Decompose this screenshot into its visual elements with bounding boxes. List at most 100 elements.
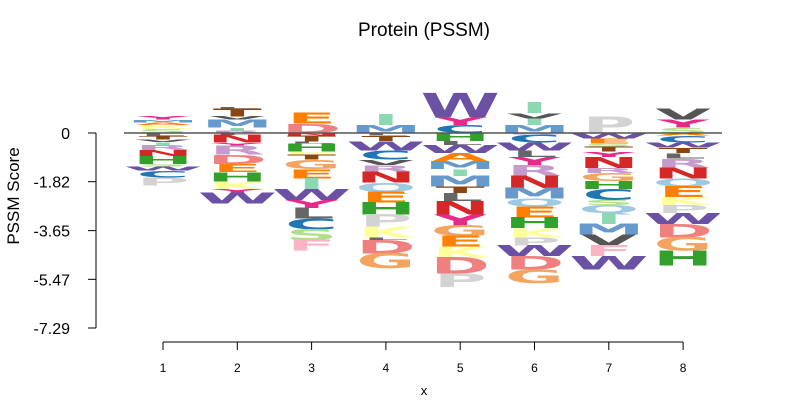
logo-letter-I: I [150, 141, 177, 145]
logo-letter-S: S [583, 199, 635, 207]
logo-letter-R: R [655, 156, 710, 171]
logo-letter-K: K [507, 226, 565, 241]
logo-letter-D: D [653, 221, 713, 242]
logo-letter-E: E [361, 189, 410, 206]
logo-letter-Y: Y [210, 189, 265, 194]
logo-letter-E: E [584, 137, 633, 145]
logo-letter-F: F [584, 243, 633, 260]
logo-letter-G: G [282, 157, 341, 172]
logo-letter-V: V [358, 158, 414, 166]
logo-letter-L: L [437, 140, 483, 146]
logo-letter-W: W [421, 87, 500, 125]
logo-letter-L: L [214, 132, 260, 135]
logo-letter-C: C [657, 134, 710, 145]
logo-letter-W: W [123, 166, 202, 172]
logo-letter-R: R [210, 143, 265, 158]
logo-letter-N: N [504, 173, 564, 192]
logo-letter-I: I [373, 112, 400, 129]
logo-letter-M: M [424, 173, 495, 190]
logo-letter-T: T [659, 146, 708, 154]
logo-letter-I: I [521, 100, 548, 117]
logo-letter-L: L [437, 191, 483, 204]
logo-letter-G: G [654, 234, 713, 255]
logo-letter-K: K [358, 224, 416, 241]
logo-letter-Y: Y [656, 118, 711, 131]
logo-letter-C: C [360, 148, 413, 163]
logo-letter-H: H [430, 131, 490, 144]
logo-letter-M: M [424, 159, 495, 172]
logo-letter-T: T [436, 185, 485, 196]
logo-letter-K: K [135, 124, 193, 130]
logo-letter-N: N [430, 198, 490, 219]
logo-letter-V: V [210, 116, 266, 121]
logo-letter-G: G [579, 171, 638, 184]
logo-letter-H: H [504, 215, 564, 232]
logo-letter-L: L [363, 132, 409, 136]
logo-letter-Y: Y [433, 115, 488, 128]
logo-letter-I: I [521, 117, 548, 128]
logo-letter-M: M [127, 119, 198, 123]
logo-letter-N: N [282, 132, 342, 136]
logo-letter-Y: Y [210, 142, 265, 146]
logo-letter-Y: Y [581, 150, 636, 158]
logo-letter-W: W [421, 143, 500, 156]
logo-letter-V: V [135, 139, 191, 143]
logo-letter-N: N [579, 154, 639, 171]
logo-letter-V: V [655, 106, 711, 123]
logo-letter-T: T [139, 135, 188, 140]
logo-letter-Y: Y [433, 212, 488, 229]
logo-letter-V: V [581, 232, 637, 249]
logo-letter-L: L [214, 107, 260, 109]
logo-letter-C: C [508, 132, 561, 145]
logo-letter-V: V [507, 112, 563, 120]
logo-letter-Y: Y [507, 155, 562, 168]
x-tick-label: 1 [160, 361, 167, 375]
logo-letter-R: R [135, 144, 190, 152]
logo-letter-T: T [361, 134, 410, 142]
logo-letter-T: T [213, 106, 262, 119]
x-axis: 1 2 3 4 5 6 7 8 [160, 341, 687, 375]
logo-letter-P: P [360, 212, 413, 231]
y-tick-label: -3.65 [34, 224, 71, 241]
logo-letter-W: W [198, 190, 277, 207]
logo-letter-N: N [356, 169, 416, 186]
x-tick-label: 6 [531, 361, 538, 375]
y-tick-label: -1.82 [34, 175, 71, 192]
logo-letter-E: E [510, 204, 559, 221]
logo-letter-K: K [432, 244, 490, 261]
logo-letter-L: L [512, 149, 558, 160]
logo-letter-E: E [436, 233, 485, 250]
logo-letter-E: E [213, 162, 262, 175]
logo-letter-N: N [207, 133, 267, 145]
logo-letter-W: W [495, 140, 574, 153]
logo-letter-L: L [140, 132, 186, 137]
logo-letter-S: S [137, 163, 189, 167]
logo-letter-I: I [224, 127, 251, 131]
logo-letter-W: W [272, 187, 351, 204]
logo-letters: SKAMYLTVIRNHSWCPRIMVTLLNYRDEHKYWDENTLHKT… [123, 87, 722, 292]
y-tick-label: -7.29 [34, 321, 71, 338]
y-tick-label: 0 [61, 126, 70, 143]
logo-letter-Q: Q [504, 196, 565, 209]
y-axis-label-group: PSSM Score [4, 147, 23, 244]
logo-letter-L: L [289, 141, 335, 144]
logo-letter-D: D [430, 253, 490, 279]
x-tick-label: 7 [605, 361, 612, 375]
logo-letter-C: C [137, 169, 190, 180]
logo-letter-L: L [363, 237, 409, 241]
logo-letter-W: W [346, 139, 425, 154]
logo-letter-I: I [298, 176, 325, 193]
logo-letter-I: I [595, 211, 622, 228]
logo-letter-L: L [660, 152, 706, 160]
logo-letter-P: P [434, 270, 487, 291]
logo-letter-K: K [209, 179, 268, 192]
x-tick-label: 2 [234, 361, 241, 375]
x-axis-label: x [421, 383, 428, 398]
logo-letter-G: G [356, 250, 415, 273]
logo-letter-G: G [431, 223, 490, 240]
logo-letter-L: L [289, 205, 335, 222]
logo-letter-P: P [137, 175, 190, 188]
logo-letter-T: T [287, 134, 336, 143]
logo-letter-P: P [657, 203, 710, 216]
